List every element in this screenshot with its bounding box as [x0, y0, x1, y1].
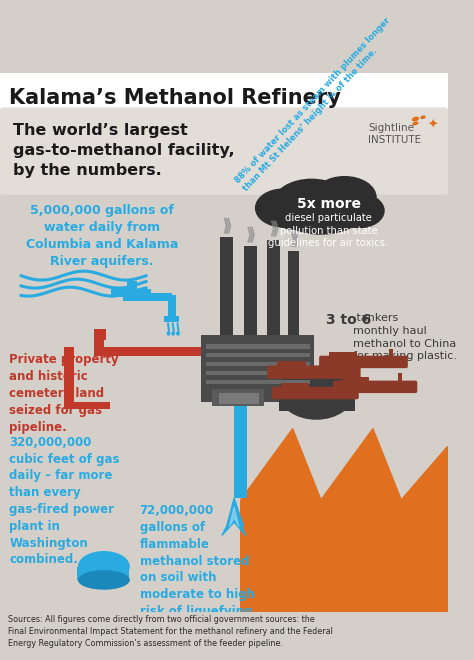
FancyBboxPatch shape: [333, 381, 417, 393]
Bar: [399, 374, 402, 391]
Ellipse shape: [412, 121, 419, 125]
Ellipse shape: [283, 201, 359, 235]
Ellipse shape: [78, 570, 130, 589]
Polygon shape: [241, 589, 447, 660]
Bar: [201, 335, 314, 402]
Ellipse shape: [255, 188, 311, 228]
Ellipse shape: [296, 195, 365, 231]
Text: Private property
and historic
cemetery land
seized for gas
pipeline.: Private property and historic cemetery l…: [9, 353, 119, 434]
Bar: [111, 289, 151, 297]
Bar: [77, 566, 129, 580]
FancyBboxPatch shape: [0, 73, 447, 110]
Bar: [206, 353, 310, 358]
Text: 320,000,000
cubic feet of gas
daily – far more
than every
gas-fired power
plant : 320,000,000 cubic feet of gas daily – fa…: [9, 436, 120, 566]
Bar: [288, 251, 299, 340]
Bar: [0, 612, 447, 660]
Ellipse shape: [279, 366, 354, 420]
FancyBboxPatch shape: [319, 356, 408, 368]
Text: diesel particulate
pollution than state
guidelines for air toxics.: diesel particulate pollution than state …: [268, 213, 389, 248]
Bar: [277, 361, 306, 373]
FancyBboxPatch shape: [0, 108, 448, 195]
Text: Sightline
INSTITUTE: Sightline INSTITUTE: [368, 123, 421, 145]
Bar: [206, 379, 310, 384]
Text: Kalama’s Methanol Refinery: Kalama’s Methanol Refinery: [9, 88, 341, 108]
Bar: [206, 371, 310, 376]
Ellipse shape: [412, 117, 419, 121]
Bar: [342, 358, 346, 377]
Bar: [94, 329, 106, 340]
Bar: [234, 400, 247, 498]
Text: ✦: ✦: [427, 119, 438, 132]
Text: Sources: All figures come directly from two official government sources: the
Fin: Sources: All figures come directly from …: [8, 614, 332, 648]
Ellipse shape: [274, 179, 349, 225]
Bar: [164, 315, 179, 322]
Bar: [343, 377, 369, 387]
Bar: [340, 379, 344, 397]
Bar: [168, 295, 175, 317]
Bar: [64, 346, 73, 405]
Ellipse shape: [333, 193, 385, 228]
Ellipse shape: [176, 331, 180, 336]
Bar: [282, 383, 309, 394]
Bar: [94, 346, 203, 356]
Text: 5,000,000 gallons of
water daily from
Columbia and Kalama
River aquifers.: 5,000,000 gallons of water daily from Co…: [26, 205, 178, 269]
Ellipse shape: [267, 197, 328, 230]
Ellipse shape: [312, 176, 377, 218]
Text: 72,000,000
gallons of
flammable
methanol stored
on soil with
moderate to high
ri: 72,000,000 gallons of flammable methanol…: [140, 504, 257, 635]
Text: 5x more: 5x more: [297, 197, 361, 211]
Bar: [123, 294, 172, 302]
Bar: [94, 331, 104, 356]
Text: 88% of water lost as steam with plumes longer
than Mt St Helens’ height ¼ of the: 88% of water lost as steam with plumes l…: [234, 16, 401, 193]
Bar: [267, 240, 281, 340]
Polygon shape: [229, 507, 239, 527]
Bar: [212, 389, 264, 407]
Bar: [206, 344, 310, 348]
Ellipse shape: [172, 331, 175, 336]
Bar: [328, 352, 357, 363]
FancyBboxPatch shape: [272, 387, 359, 399]
FancyBboxPatch shape: [267, 366, 361, 379]
Bar: [280, 393, 355, 411]
Bar: [244, 246, 257, 343]
Ellipse shape: [167, 331, 171, 336]
Bar: [220, 238, 233, 340]
Polygon shape: [241, 428, 447, 660]
Text: The world’s largest
gas-to-methanol facility,
by the numbers.: The world’s largest gas-to-methanol faci…: [13, 123, 235, 178]
Polygon shape: [222, 498, 246, 535]
Text: tankers
monthly haul
methanol to China
for making plastic.: tankers monthly haul methanol to China f…: [353, 313, 457, 362]
Text: 3 to 6: 3 to 6: [326, 313, 371, 327]
Ellipse shape: [78, 551, 130, 582]
Bar: [206, 362, 310, 366]
Bar: [64, 402, 109, 409]
Bar: [219, 393, 259, 404]
Ellipse shape: [420, 115, 426, 119]
Bar: [389, 348, 393, 366]
Bar: [128, 281, 137, 292]
